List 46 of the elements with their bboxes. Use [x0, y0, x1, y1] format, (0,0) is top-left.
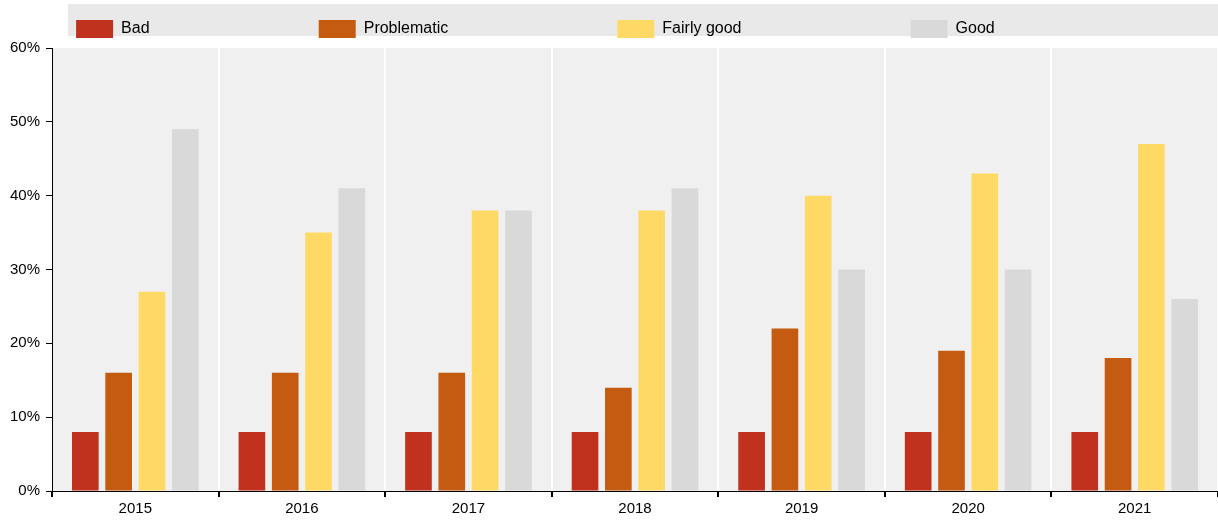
x-tick-label: 2017: [451, 499, 486, 517]
bar: [971, 173, 999, 491]
bar: [838, 269, 865, 491]
bar: [1104, 358, 1132, 491]
bar: [1171, 299, 1199, 491]
x-tick-label: 2016: [285, 499, 319, 517]
legend-label: Bad: [121, 19, 301, 37]
bar: [171, 129, 199, 491]
bar: [505, 210, 532, 491]
y-tick-label: 20%: [9, 333, 41, 351]
x-tick-label: 2020: [951, 499, 985, 517]
bar: [305, 232, 332, 491]
bar: [138, 291, 166, 491]
legend-label: Problematic: [363, 19, 600, 37]
bar: [671, 188, 699, 491]
bar: [405, 431, 432, 491]
bar: [238, 431, 266, 491]
bar: [105, 372, 132, 491]
bar: [638, 210, 665, 491]
y-tick-label: 30%: [9, 259, 41, 277]
x-tick-label: 2015: [118, 499, 152, 517]
legend-label: Fairly good: [662, 19, 893, 37]
x-tick-label: 2019: [784, 499, 819, 517]
bar: [338, 188, 366, 491]
bar: [938, 350, 965, 491]
y-tick-label: 0%: [18, 481, 41, 499]
y-tick-label: 50%: [9, 111, 41, 129]
bar: [471, 210, 499, 491]
bar: [904, 431, 932, 491]
y-tick-label: 40%: [9, 185, 41, 203]
bar: [271, 372, 299, 491]
x-tick-label: 2021: [1118, 499, 1152, 517]
bar: [605, 387, 632, 491]
y-tick-label: 10%: [9, 407, 41, 425]
bar: [804, 195, 832, 491]
bar: [1004, 269, 1032, 491]
bar: [1138, 143, 1165, 491]
bar: [771, 328, 799, 491]
bar: [571, 431, 599, 491]
legend-label: Good: [955, 19, 1146, 37]
bar: [438, 372, 466, 491]
bar: [738, 431, 765, 491]
bar: [72, 431, 99, 491]
y-tick-label: 60%: [9, 38, 41, 56]
bar: [1071, 431, 1099, 491]
x-tick-label: 2018: [618, 499, 652, 517]
